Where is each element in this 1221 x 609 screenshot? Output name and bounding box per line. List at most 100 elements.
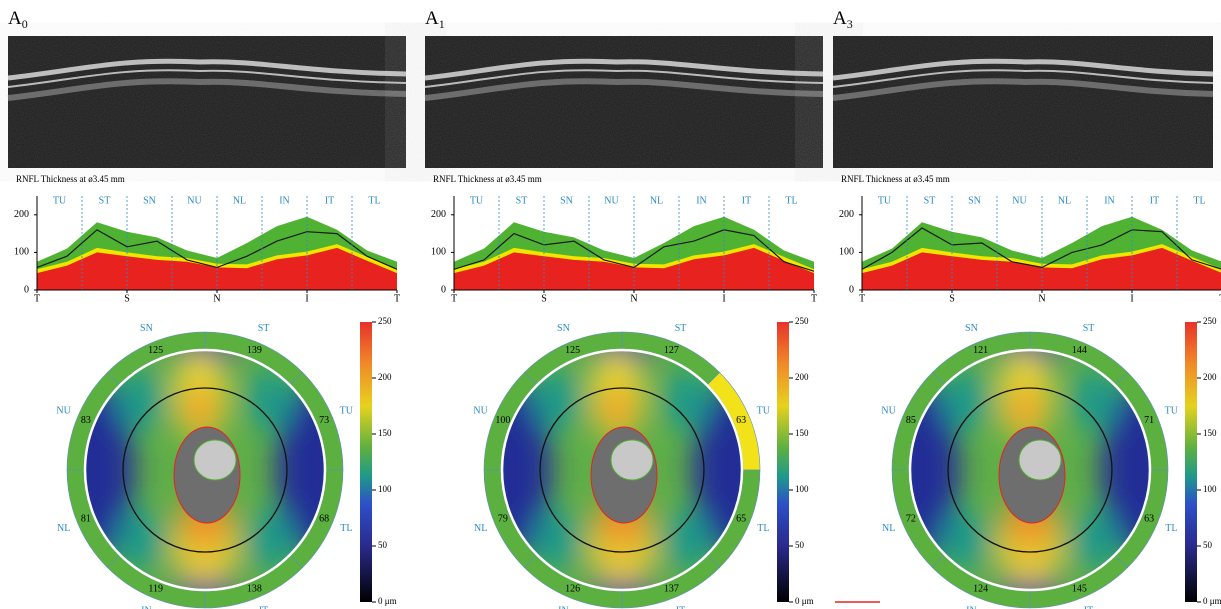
x-tick-label: I bbox=[1130, 293, 1133, 304]
colorbar bbox=[1185, 322, 1197, 602]
sector-value: 145 bbox=[1072, 583, 1087, 594]
heatmap bbox=[880, 330, 1180, 609]
panel-label: A1 bbox=[425, 8, 445, 30]
sector-name: NL bbox=[474, 523, 487, 534]
y-tick-label: 200 bbox=[431, 209, 446, 220]
colorbar-label: 250 bbox=[378, 316, 392, 326]
y-tick-label: 200 bbox=[14, 209, 29, 220]
sector-value: 71 bbox=[1144, 415, 1154, 426]
heatmap bbox=[55, 330, 355, 609]
sector-label: IN bbox=[279, 195, 290, 206]
colorbar-label: 200 bbox=[378, 372, 392, 382]
sector-value: 79 bbox=[498, 514, 508, 525]
x-tick-label: S bbox=[124, 293, 130, 304]
cup bbox=[1019, 440, 1061, 480]
panel-letter: A bbox=[8, 8, 22, 29]
colorbar-label: 150 bbox=[1203, 428, 1217, 438]
sector-label: TL bbox=[1193, 195, 1205, 206]
sector-name: IN bbox=[558, 606, 569, 609]
x-tick-label: S bbox=[541, 293, 547, 304]
colorbar-label: 0 μm bbox=[795, 596, 814, 606]
panel-letter: A bbox=[425, 8, 439, 29]
colorbar-label: 250 bbox=[1203, 316, 1217, 326]
sector-value: 127 bbox=[664, 345, 679, 356]
sector-name: IT bbox=[259, 606, 268, 609]
sector-value: 138 bbox=[247, 583, 262, 594]
sector-value: 100 bbox=[495, 415, 510, 426]
sector-label: NL bbox=[233, 195, 246, 206]
colorbar-label: 100 bbox=[1203, 484, 1217, 494]
sector-label: ST bbox=[516, 195, 528, 206]
sector-value: 139 bbox=[247, 345, 262, 356]
colorbar bbox=[360, 322, 372, 602]
sector-label: NU bbox=[604, 195, 619, 206]
sector-label: ST bbox=[99, 195, 111, 206]
sector-name: ST bbox=[675, 323, 687, 334]
oct-noise bbox=[8, 36, 406, 168]
sector-name: ST bbox=[1083, 323, 1095, 334]
sector-value: 126 bbox=[565, 583, 580, 594]
sector-value: 72 bbox=[906, 514, 916, 525]
colorbar-label: 150 bbox=[378, 428, 392, 438]
sector-name: IN bbox=[966, 606, 977, 609]
scan-caption: RNFL Thickness at ø3.45 mm bbox=[16, 174, 125, 184]
sector-label: TL bbox=[368, 195, 380, 206]
colorbar-label: 200 bbox=[1203, 372, 1217, 382]
heat-blob bbox=[182, 390, 218, 430]
sector-name: SN bbox=[965, 323, 978, 334]
y-tick-label: 0 bbox=[849, 284, 854, 295]
panel-label: A0 bbox=[8, 8, 28, 30]
y-tick-label: 100 bbox=[431, 247, 446, 258]
sector-name: IN bbox=[141, 606, 152, 609]
colorbar-label: 50 bbox=[795, 540, 805, 550]
sector-name: TL bbox=[1165, 523, 1177, 534]
sector-name: TL bbox=[757, 523, 769, 534]
panel-letter: A bbox=[833, 8, 847, 29]
sector-label: SN bbox=[143, 195, 156, 206]
colorbar-label: 250 bbox=[795, 316, 809, 326]
sector-value: 65 bbox=[736, 514, 746, 525]
sector-name: NL bbox=[57, 523, 70, 534]
x-tick-label: I bbox=[305, 293, 308, 304]
sector-value: 63 bbox=[736, 415, 746, 426]
panel-subscript: 3 bbox=[847, 17, 853, 31]
heat-blob bbox=[599, 390, 635, 430]
y-tick-label: 0 bbox=[441, 284, 446, 295]
colorbar-label: 200 bbox=[795, 372, 809, 382]
colorbar bbox=[777, 322, 789, 602]
sector-label: IN bbox=[696, 195, 707, 206]
sector-value: 85 bbox=[906, 415, 916, 426]
sector-name: IT bbox=[676, 606, 685, 609]
colorbar-label: 150 bbox=[795, 428, 809, 438]
sector-value: 124 bbox=[973, 583, 988, 594]
sector-name: TU bbox=[757, 406, 771, 417]
panel: A3RNFL Thickness at ø3.45 mm0100200TUSTS… bbox=[833, 8, 1221, 609]
sector-label: NL bbox=[1058, 195, 1071, 206]
colorbar-label: 0 μm bbox=[1203, 596, 1221, 606]
sector-name: SN bbox=[557, 323, 570, 334]
sector-label: SN bbox=[968, 195, 981, 206]
x-tick-label: T bbox=[34, 293, 40, 304]
x-tick-label: T bbox=[451, 293, 457, 304]
sector-value: 121 bbox=[973, 345, 988, 356]
sector-value: 63 bbox=[1144, 514, 1154, 525]
y-tick-label: 100 bbox=[839, 247, 854, 258]
sector-name: ST bbox=[258, 323, 270, 334]
sector-label: ST bbox=[924, 195, 936, 206]
cup bbox=[194, 440, 236, 480]
heatmap bbox=[472, 330, 772, 609]
sector-value: 119 bbox=[148, 583, 163, 594]
heat-blob bbox=[1007, 390, 1043, 430]
x-tick-label: N bbox=[630, 293, 637, 304]
x-tick-label: N bbox=[213, 293, 220, 304]
sector-name: SN bbox=[140, 323, 153, 334]
sector-label: NU bbox=[1012, 195, 1027, 206]
sector-name: NU bbox=[56, 406, 71, 417]
colorbar-label: 100 bbox=[378, 484, 392, 494]
colorbar-label: 50 bbox=[378, 540, 388, 550]
colorbar-label: 0 μm bbox=[378, 596, 397, 606]
sector-name: TL bbox=[340, 523, 352, 534]
sector-label: IT bbox=[1150, 195, 1159, 206]
x-tick-label: T bbox=[811, 293, 817, 304]
